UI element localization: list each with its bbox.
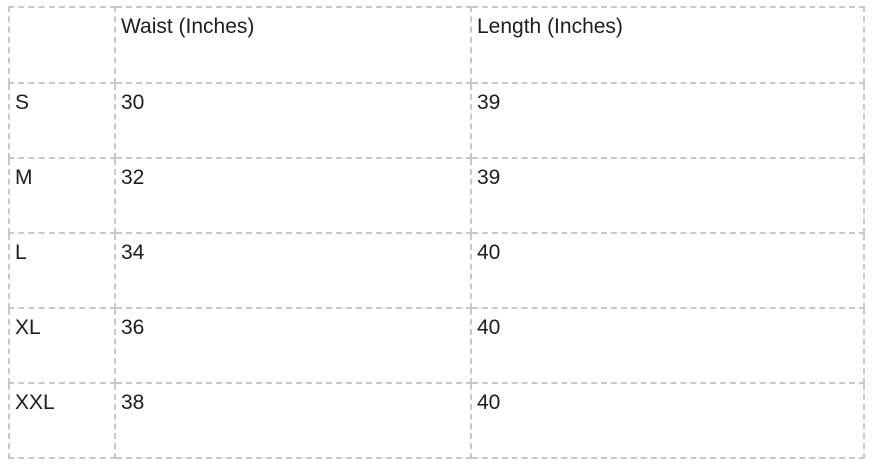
cell-waist: 32 bbox=[114, 157, 472, 234]
header-row: Waist (Inches) Length (Inches) bbox=[8, 6, 865, 84]
cell-length: 39 bbox=[470, 157, 865, 234]
header-cell-size bbox=[8, 6, 116, 84]
cell-size: XL bbox=[8, 307, 116, 384]
cell-size: XXL bbox=[8, 382, 116, 459]
cell-waist: 36 bbox=[114, 307, 472, 384]
cell-size: L bbox=[8, 232, 116, 309]
header-cell-length: Length (Inches) bbox=[470, 6, 865, 84]
cell-length: 40 bbox=[470, 232, 865, 309]
header-cell-waist: Waist (Inches) bbox=[114, 6, 472, 84]
table-row-xl: XL 36 40 bbox=[8, 307, 865, 384]
size-chart-table: Waist (Inches) Length (Inches) S 30 39 M… bbox=[8, 6, 865, 459]
cell-waist: 30 bbox=[114, 82, 472, 159]
table-row-xxl: XXL 38 40 bbox=[8, 382, 865, 459]
cell-length: 40 bbox=[470, 382, 865, 459]
cell-length: 39 bbox=[470, 82, 865, 159]
table-row-s: S 30 39 bbox=[8, 82, 865, 159]
cell-size: S bbox=[8, 82, 116, 159]
table-row-m: M 32 39 bbox=[8, 157, 865, 234]
cell-length: 40 bbox=[470, 307, 865, 384]
table-row-l: L 34 40 bbox=[8, 232, 865, 309]
cell-waist: 34 bbox=[114, 232, 472, 309]
cell-size: M bbox=[8, 157, 116, 234]
cell-waist: 38 bbox=[114, 382, 472, 459]
